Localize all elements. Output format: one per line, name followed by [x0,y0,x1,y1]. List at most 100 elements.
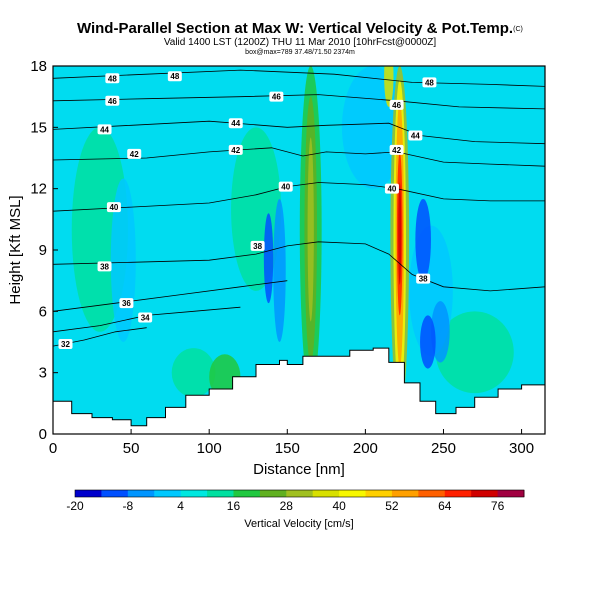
colorbar-swatch [339,490,367,497]
svg-text:46: 46 [108,97,117,106]
y-tick-label: 9 [39,242,47,259]
svg-text:42: 42 [231,146,240,155]
colorbar-swatch [312,490,340,497]
colorbar-swatch [365,490,393,497]
chart-title: Wind-Parallel Section at Max W: Vertical… [77,20,513,37]
velocity-region [307,137,314,322]
contour-label: 42 [389,144,404,155]
colorbar-tick-label: 4 [177,499,184,513]
y-tick-label: 12 [30,181,47,198]
velocity-region [263,213,274,304]
colorbar-tick-label: 64 [438,499,452,513]
svg-text:44: 44 [411,132,420,141]
y-tick-label: 15 [30,119,47,136]
x-tick-label: 0 [49,440,57,457]
velocity-field [71,66,514,414]
contour-label: 46 [105,95,120,106]
svg-text:46: 46 [272,93,281,102]
colorbar-swatch [497,490,525,497]
contour-label: 48 [422,77,437,88]
svg-text:48: 48 [425,78,434,87]
colorbar-tick-label: 76 [491,499,505,513]
svg-text:40: 40 [109,203,118,212]
contour-label: 46 [389,99,404,110]
y-axis-label: Height [Kft MSL] [7,195,24,304]
contour-label: 44 [228,118,243,129]
svg-text:42: 42 [392,146,401,155]
svg-text:44: 44 [100,125,109,134]
colorbar-swatch [286,490,314,497]
svg-text:42: 42 [130,150,139,159]
colorbar-swatch [418,490,446,497]
contour-label: 40 [278,181,293,192]
svg-text:48: 48 [170,72,179,81]
theta-contour-46 [53,94,545,110]
contour-label: 32 [58,339,73,350]
velocity-region [415,198,431,281]
theta-contour-38 [53,241,545,292]
theta-contour-48 [53,69,545,87]
contour-label: 42 [127,148,142,159]
colorbar-swatch [233,490,261,497]
contour-label: 44 [408,130,423,141]
velocity-region [398,182,402,285]
velocity-region [435,311,514,394]
y-tick-label: 3 [39,365,47,382]
x-tick-label: 150 [275,440,300,457]
svg-text:38: 38 [100,262,109,271]
x-tick-label: 200 [353,440,378,457]
svg-text:46: 46 [392,101,401,110]
contour-label: 44 [97,124,112,135]
colorbar-swatch [207,490,234,497]
svg-text:40: 40 [387,185,396,194]
chart-title-mark: (C) [513,26,523,33]
svg-text:44: 44 [231,119,240,128]
contour-label: 48 [167,71,182,82]
contour-label: 42 [228,144,243,155]
svg-text:38: 38 [419,275,428,284]
contour-label: 38 [97,261,112,272]
y-tick-label: 0 [39,426,47,443]
velocity-region [384,66,394,107]
terrain-profile [53,347,545,434]
theta-contour-42 [53,147,545,167]
svg-text:36: 36 [122,299,131,308]
contour-label: 48 [105,73,120,84]
colorbar-tick-label: 28 [280,499,294,513]
x-tick-label: 250 [431,440,456,457]
x-tick-label: 300 [509,440,534,457]
contour-label: 38 [416,273,431,284]
chart-subtitle: Valid 1400 LST (1200Z) THU 11 Mar 2010 [… [164,37,437,48]
colorbar-tick-label: -20 [66,499,84,513]
colorbar-frame [74,489,525,498]
svg-text:48: 48 [108,74,117,83]
svg-text:40: 40 [281,183,290,192]
contour-label: 36 [119,298,134,309]
contour-label: 34 [138,312,153,323]
velocity-region [273,198,286,342]
velocity-region [420,315,436,369]
contour-labels: 48 48 46 46 46 48 44 44 44 42 42 42 40 40 40 38 38 38 36 34… [58,71,437,350]
colorbar-swatch [259,490,287,497]
y-tick-label: 6 [39,303,47,320]
contour-label: 38 [250,240,265,251]
plot-area: 48 48 46 46 46 48 44 44 44 42 42 42 40 40 40 38 38 38 36 34… [53,66,545,434]
velocity-region [171,348,216,398]
colorbar-swatch [471,490,499,497]
colorbar-swatch [391,490,419,497]
colorbar-swatch [154,490,182,497]
colorbar-tick-label: -8 [122,499,133,513]
colorbar-swatch [75,490,102,497]
contour-label: 40 [106,202,121,213]
svg-text:38: 38 [253,242,262,251]
theta-contour-36 [53,280,288,312]
contour-label: 46 [269,91,284,102]
colorbar: -20 -8 4 16 28 40 52 64 76 [66,489,525,513]
colorbar-swatch [444,490,472,497]
colorbar-tick-label: 16 [227,499,241,513]
colorbar-swatch [180,490,208,497]
chart-subtitle-box: box@max=789 37.48/71.50 2374m [245,49,355,56]
theta-contour-44 [53,120,545,145]
x-tick-label: 100 [197,440,222,457]
